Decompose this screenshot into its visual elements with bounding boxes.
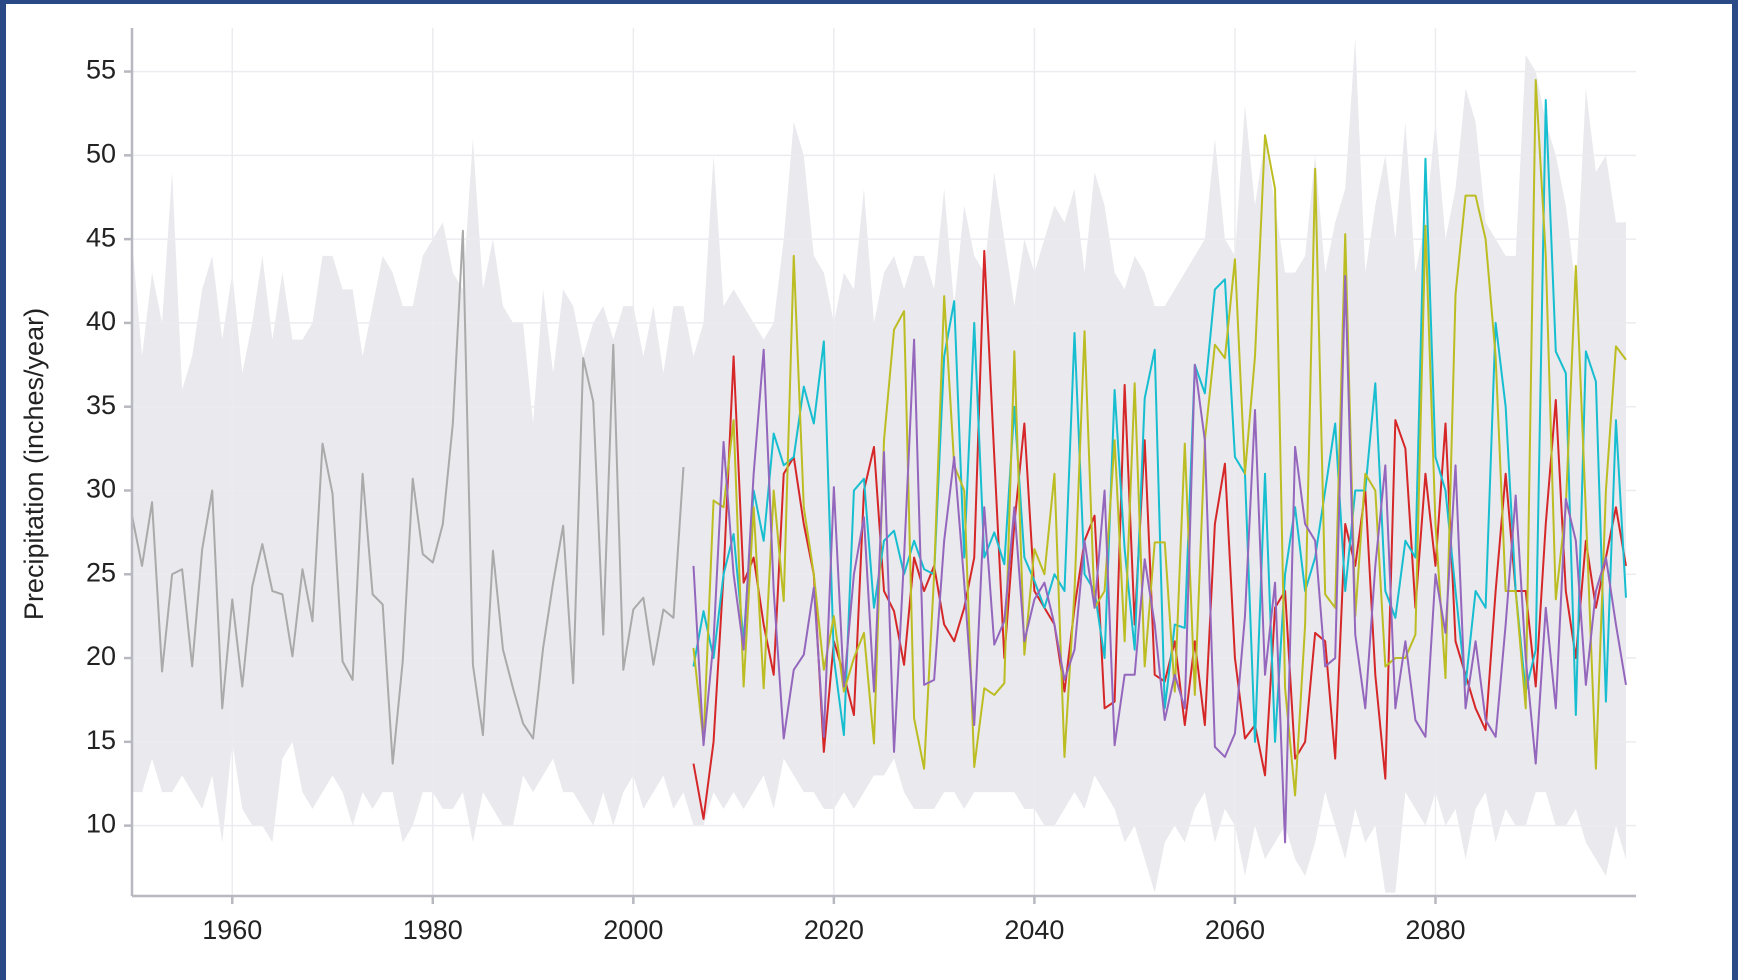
y-tick-label: 30	[86, 474, 116, 504]
x-tick-label: 2020	[804, 915, 864, 945]
x-tick-label: 1980	[403, 915, 463, 945]
x-tick-label: 2060	[1205, 915, 1265, 945]
y-tick-label: 50	[86, 138, 116, 168]
series-line	[131, 229, 685, 765]
range-band	[132, 38, 1626, 893]
series-line	[692, 99, 1627, 743]
y-tick-label: 25	[86, 557, 116, 587]
y-tick-label: 35	[86, 390, 116, 420]
series-line	[692, 78, 1627, 797]
chart-frame: Precipitation (inches/year) 10 15 20 25 30 35…	[6, 4, 1732, 980]
y-tick-label: 45	[86, 222, 116, 252]
y-tick-label: 55	[86, 55, 116, 85]
chart: Precipitation (inches/year) 10 15 20 25 30 35…	[19, 28, 1636, 945]
y-tick-label: 10	[86, 809, 116, 839]
y-tick-label: 20	[86, 641, 116, 671]
x-tick-label: 2000	[603, 915, 663, 945]
x-tick-label: 2080	[1405, 915, 1465, 945]
y-tick-label: 40	[86, 306, 116, 336]
x-tick-label: 2040	[1004, 915, 1064, 945]
y-axis-label: Precipitation (inches/year)	[19, 308, 49, 620]
x-tick-label: 1960	[202, 915, 262, 945]
y-tick-label: 15	[86, 725, 116, 755]
series-line	[692, 275, 1627, 844]
